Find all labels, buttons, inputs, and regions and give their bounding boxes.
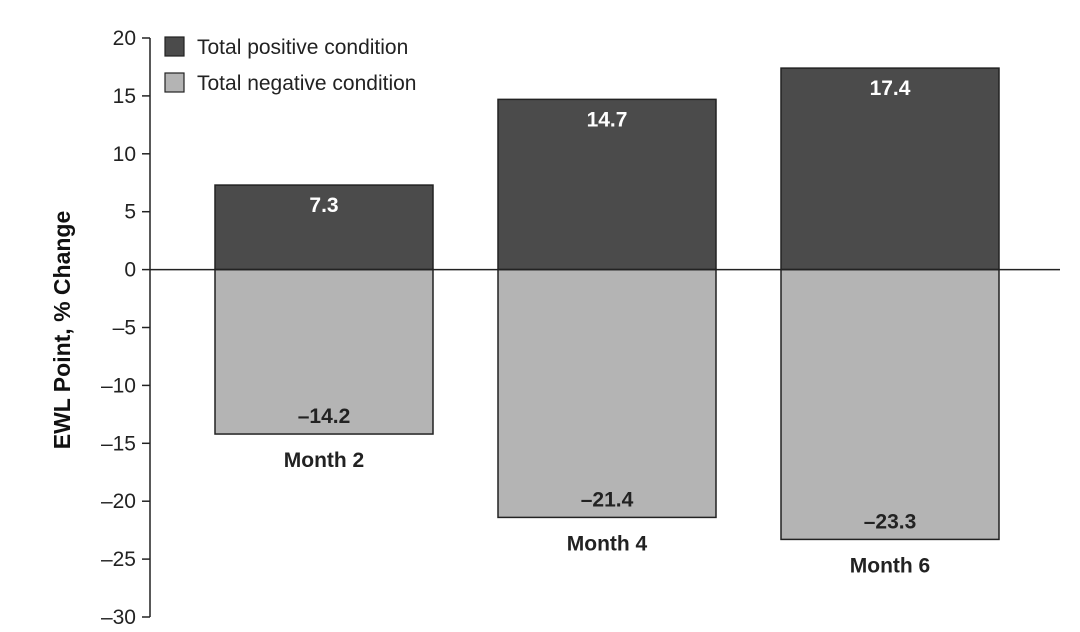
positive-value-label: 17.4: [870, 77, 911, 100]
category-label: Month 2: [284, 449, 364, 472]
legend-label: Total positive condition: [197, 36, 408, 59]
y-tick-label: –5: [113, 317, 136, 340]
y-tick-label: 5: [124, 201, 136, 224]
positive-value-label: 7.3: [309, 194, 338, 217]
y-tick-label: 15: [113, 85, 136, 108]
y-axis-label: EWL Point, % Change: [49, 211, 75, 450]
y-tick-label: –15: [101, 432, 136, 455]
positive-bar: [214, 184, 434, 271]
positive-value-label: 14.7: [587, 108, 628, 131]
positive-bar: [497, 98, 717, 271]
legend-swatch: [164, 72, 185, 93]
y-tick-label: 0: [124, 259, 136, 282]
y-tick-label: –25: [101, 548, 136, 571]
negative-value-label: –23.3: [864, 510, 917, 533]
y-tick-label: 10: [113, 143, 136, 166]
y-tick-label: –30: [101, 606, 136, 629]
negative-bar: [497, 268, 717, 519]
legend-label: Total negative condition: [197, 72, 417, 95]
category-label: Month 6: [850, 554, 930, 577]
y-tick-label: 20: [113, 27, 136, 50]
negative-value-label: –14.2: [298, 405, 351, 428]
negative-bar: [780, 268, 1000, 541]
category-label: Month 4: [567, 532, 648, 555]
negative-value-label: –21.4: [581, 488, 634, 511]
legend-swatch: [164, 36, 185, 57]
positive-bar: [780, 67, 1000, 271]
y-tick-label: –10: [101, 374, 136, 397]
y-tick-label: –20: [101, 490, 136, 513]
